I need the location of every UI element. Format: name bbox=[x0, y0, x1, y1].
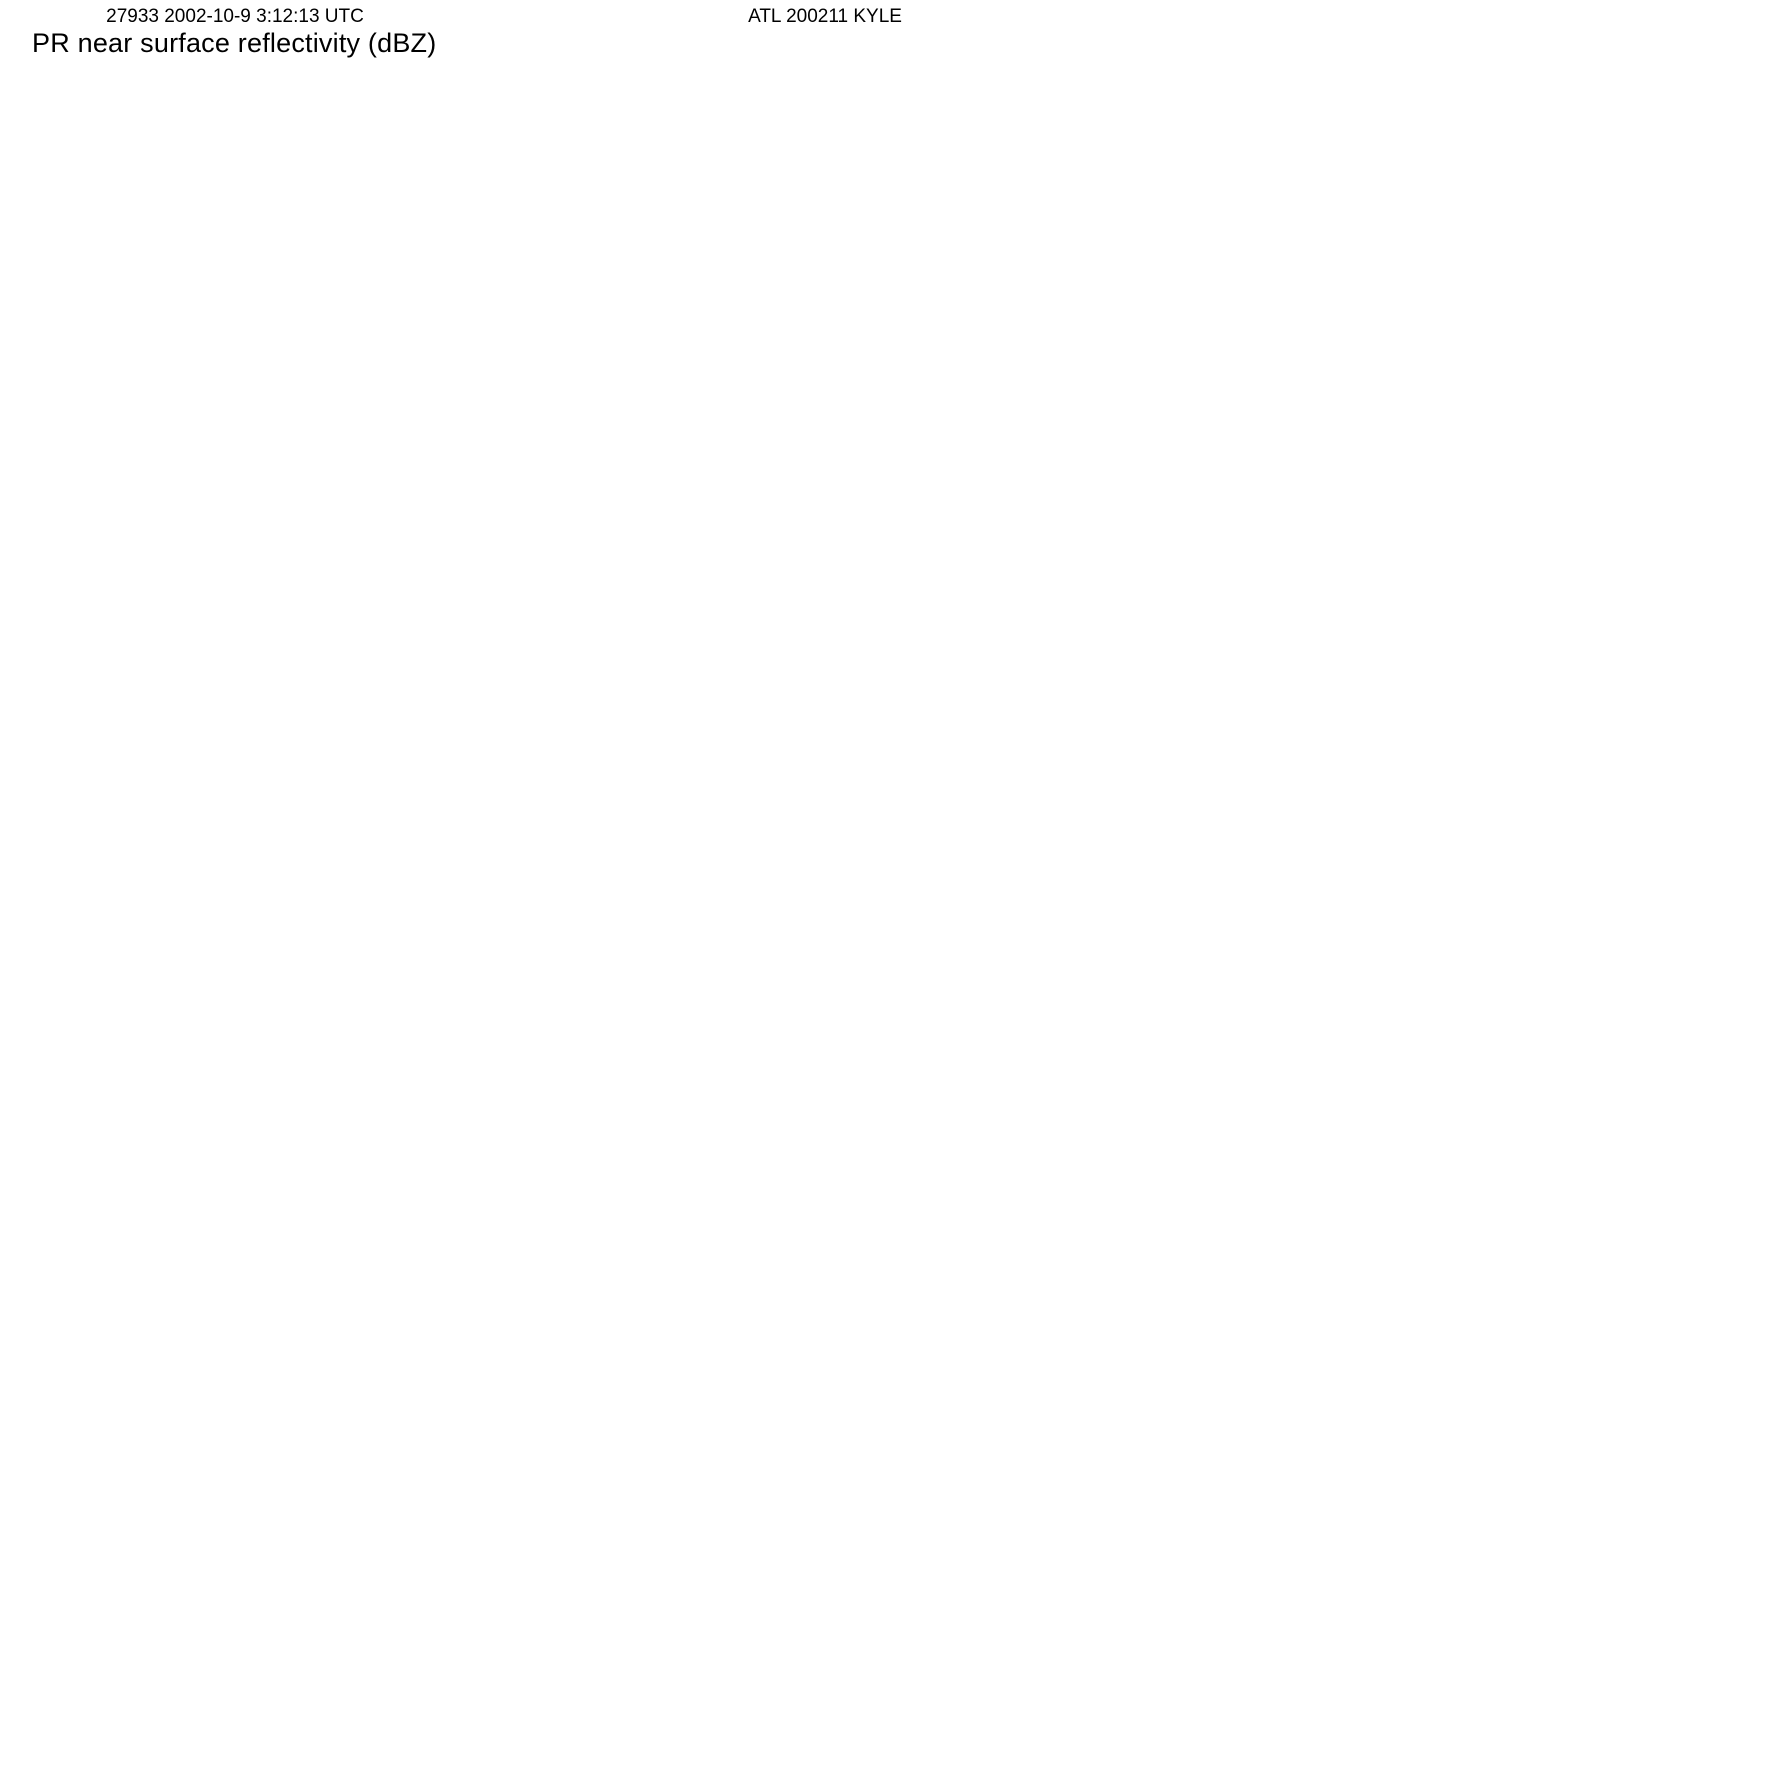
storm-header: ATL 200211 KYLE bbox=[748, 6, 902, 27]
panel-a: PR near surface reflectivity (dBZ) bbox=[0, 0, 590, 578]
orbit-header: 27933 2002-10-9 3:12:13 UTC bbox=[106, 6, 364, 27]
panel-title-a: PR near surface reflectivity (dBZ) bbox=[32, 28, 437, 58]
